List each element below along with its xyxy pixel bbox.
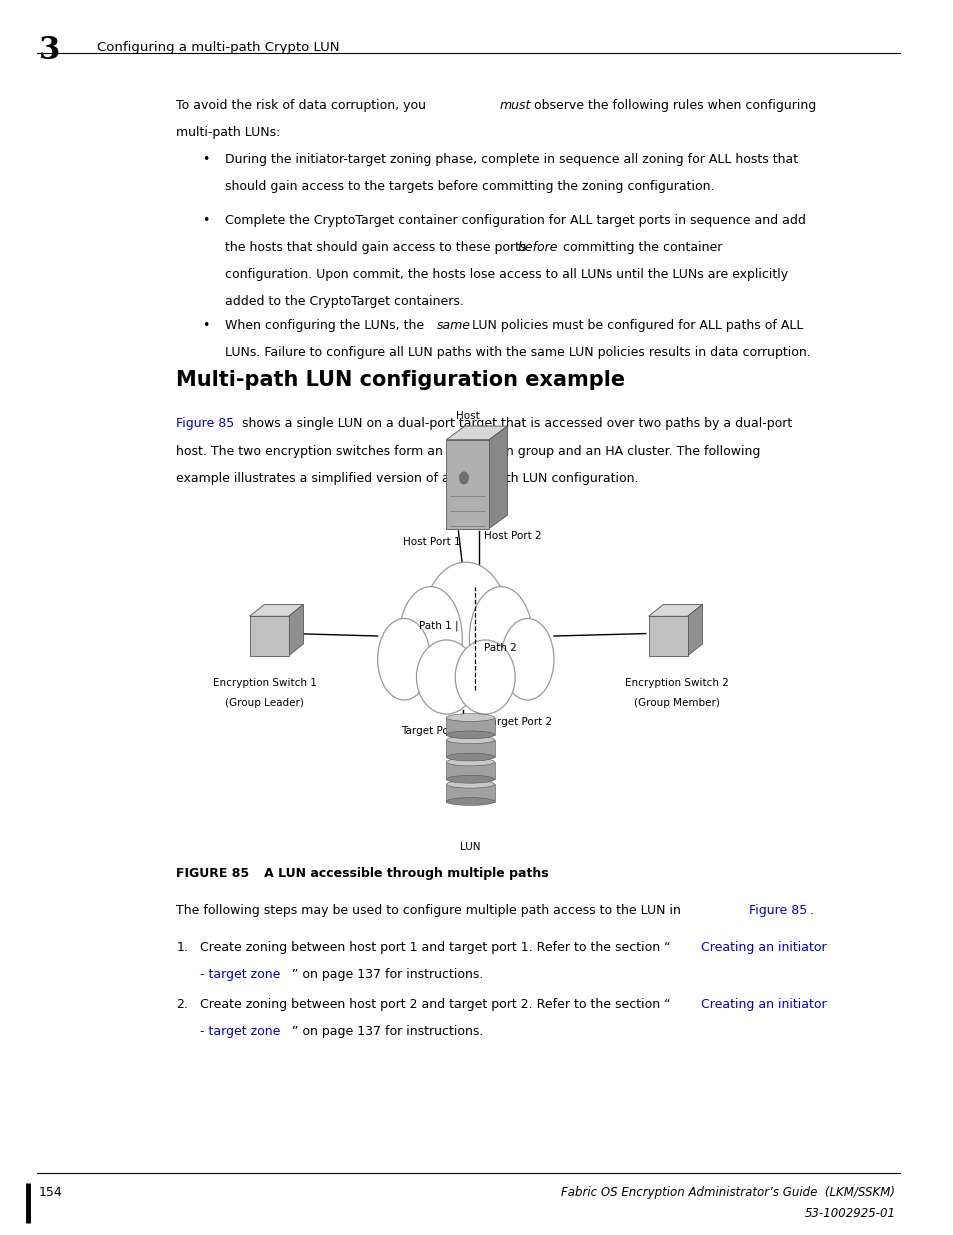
- Text: Configuring a multi-path Crypto LUN: Configuring a multi-path Crypto LUN: [97, 41, 339, 54]
- Polygon shape: [446, 440, 489, 529]
- Ellipse shape: [398, 587, 462, 690]
- Text: 53-1002925-01: 53-1002925-01: [803, 1207, 895, 1220]
- Text: Fabric OS Encryption Administrator’s Guide  (LKM/SSKM): Fabric OS Encryption Administrator’s Gui…: [561, 1186, 895, 1199]
- Text: Path 2: Path 2: [484, 643, 517, 653]
- Ellipse shape: [377, 619, 430, 700]
- Text: Target Port 2: Target Port 2: [486, 718, 552, 727]
- Ellipse shape: [500, 619, 554, 700]
- Text: same: same: [436, 319, 471, 332]
- Polygon shape: [446, 426, 507, 440]
- Polygon shape: [687, 604, 701, 656]
- Ellipse shape: [421, 562, 509, 693]
- Text: Target Port 1: Target Port 1: [400, 726, 467, 736]
- Text: (Group Leader): (Group Leader): [225, 698, 304, 708]
- Text: Complete the CryptoTarget container configuration for ALL target ports in sequen: Complete the CryptoTarget container conf…: [225, 214, 805, 227]
- Text: host. The two encryption switches form an encryption group and an HA cluster. Th: host. The two encryption switches form a…: [176, 445, 760, 458]
- Text: During the initiator-target zoning phase, complete in sequence all zoning for AL: During the initiator-target zoning phase…: [225, 153, 798, 167]
- Text: 2.: 2.: [176, 998, 188, 1011]
- Text: added to the CryptoTarget containers.: added to the CryptoTarget containers.: [225, 295, 464, 309]
- Polygon shape: [648, 616, 687, 656]
- Text: Encryption Switch 1: Encryption Switch 1: [213, 678, 316, 688]
- Text: example illustrates a simplified version of a multi-path LUN configuration.: example illustrates a simplified version…: [176, 472, 639, 485]
- Text: - target zone: - target zone: [199, 968, 279, 982]
- Text: A LUN accessible through multiple paths: A LUN accessible through multiple paths: [251, 867, 548, 881]
- Ellipse shape: [455, 640, 515, 714]
- Polygon shape: [446, 740, 494, 757]
- Text: Multi-path LUN configuration example: Multi-path LUN configuration example: [176, 370, 625, 390]
- Text: The following steps may be used to configure multiple path access to the LUN in: The following steps may be used to confi…: [176, 904, 684, 918]
- Text: Host Port 2: Host Port 2: [484, 531, 541, 541]
- Text: committing the container: committing the container: [558, 241, 721, 254]
- Text: To avoid the risk of data corruption, you: To avoid the risk of data corruption, yo…: [176, 99, 430, 112]
- Ellipse shape: [446, 776, 494, 783]
- Ellipse shape: [469, 587, 533, 690]
- Ellipse shape: [446, 781, 494, 788]
- Polygon shape: [446, 784, 494, 802]
- Text: - target zone: - target zone: [199, 1025, 279, 1039]
- Polygon shape: [250, 616, 289, 656]
- Polygon shape: [250, 604, 303, 616]
- Polygon shape: [446, 718, 494, 735]
- Text: (Group Member): (Group Member): [634, 698, 720, 708]
- Text: Host: Host: [456, 411, 479, 421]
- Text: When configuring the LUNs, the: When configuring the LUNs, the: [225, 319, 428, 332]
- Text: •: •: [202, 153, 210, 167]
- Text: observe the following rules when configuring: observe the following rules when configu…: [529, 99, 815, 112]
- Text: LUN policies must be configured for ALL paths of ALL: LUN policies must be configured for ALL …: [467, 319, 802, 332]
- Text: configuration. Upon commit, the hosts lose access to all LUNs until the LUNs are: configuration. Upon commit, the hosts lo…: [225, 268, 788, 282]
- Ellipse shape: [416, 640, 476, 714]
- Circle shape: [458, 472, 468, 484]
- Text: ” on page 137 for instructions.: ” on page 137 for instructions.: [292, 968, 483, 982]
- Text: Create zoning between host port 2 and target port 2. Refer to the section “: Create zoning between host port 2 and ta…: [199, 998, 669, 1011]
- Text: FIGURE 85: FIGURE 85: [176, 867, 249, 881]
- Text: •: •: [202, 214, 210, 227]
- Text: Host Port 1: Host Port 1: [402, 537, 460, 547]
- Text: must: must: [498, 99, 530, 112]
- Text: Encryption Switch 2: Encryption Switch 2: [625, 678, 728, 688]
- Ellipse shape: [446, 758, 494, 766]
- Text: 154: 154: [39, 1186, 63, 1199]
- Text: 3: 3: [39, 35, 60, 65]
- Text: 1.: 1.: [176, 941, 188, 955]
- Text: Creating an initiator: Creating an initiator: [700, 941, 825, 955]
- Text: LUN: LUN: [459, 842, 480, 852]
- Polygon shape: [648, 604, 701, 616]
- Text: Creating an initiator: Creating an initiator: [700, 998, 825, 1011]
- Ellipse shape: [446, 736, 494, 743]
- Text: LUNs. Failure to configure all LUN paths with the same LUN policies results in d: LUNs. Failure to configure all LUN paths…: [225, 346, 810, 359]
- Text: Create zoning between host port 1 and target port 1. Refer to the section “: Create zoning between host port 1 and ta…: [199, 941, 669, 955]
- Polygon shape: [446, 762, 494, 779]
- Text: •: •: [202, 319, 210, 332]
- Ellipse shape: [446, 731, 494, 739]
- Ellipse shape: [446, 753, 494, 761]
- Text: shows a single LUN on a dual-port target that is accessed over two paths by a du: shows a single LUN on a dual-port target…: [237, 417, 791, 431]
- Text: the hosts that should gain access to these ports: the hosts that should gain access to the…: [225, 241, 531, 254]
- Polygon shape: [489, 426, 507, 529]
- Text: Figure 85: Figure 85: [176, 417, 234, 431]
- Text: should gain access to the targets before committing the zoning configuration.: should gain access to the targets before…: [225, 180, 714, 194]
- Ellipse shape: [446, 798, 494, 805]
- Ellipse shape: [446, 714, 494, 721]
- Text: Path 1 |: Path 1 |: [418, 621, 458, 631]
- Text: ” on page 137 for instructions.: ” on page 137 for instructions.: [292, 1025, 483, 1039]
- Text: multi-path LUNs:: multi-path LUNs:: [176, 126, 280, 140]
- Text: Figure 85: Figure 85: [748, 904, 806, 918]
- Polygon shape: [289, 604, 303, 656]
- Text: .: .: [808, 904, 812, 918]
- Text: before: before: [517, 241, 558, 254]
